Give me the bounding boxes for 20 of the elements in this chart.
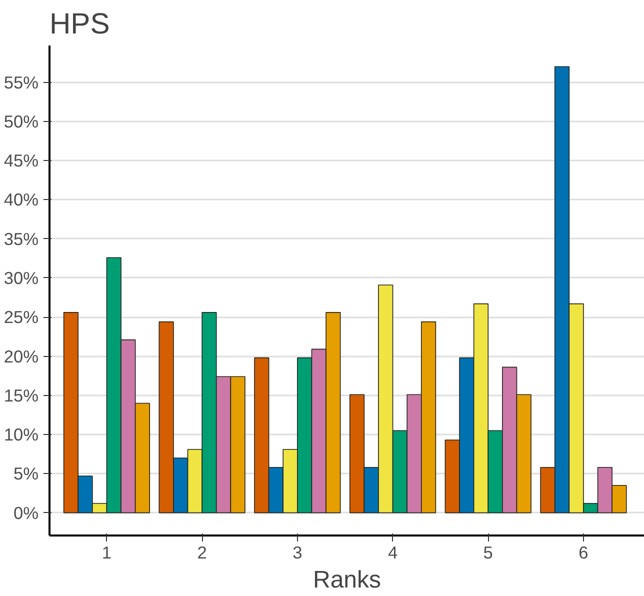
y-tick-label: 50% [4, 111, 39, 132]
y-tick-label: 40% [4, 190, 39, 210]
y-tick-label: 5% [13, 464, 38, 484]
y-tick-label: 55% [4, 72, 39, 92]
y-tick-label: 30% [4, 268, 39, 288]
x-tick-label: 6 [578, 542, 588, 562]
x-axis-title: Ranks [312, 566, 382, 594]
x-tick-label: 3 [292, 542, 302, 562]
x-tick-label: 2 [197, 542, 207, 562]
x-tick-label: 1 [102, 542, 112, 562]
y-tick-label: 20% [4, 346, 39, 366]
y-tick-label: 35% [4, 228, 39, 249]
x-tick-label: 4 [388, 542, 398, 562]
y-tick-label: 45% [4, 150, 39, 171]
x-tick-label: 5 [483, 542, 493, 562]
y-tick-label: 0% [13, 502, 38, 523]
y-tick-label: 25% [4, 307, 39, 328]
y-tick-label: 10% [4, 424, 39, 445]
y-tick-label: 15% [4, 385, 39, 406]
chart-title: HPS [50, 8, 110, 40]
